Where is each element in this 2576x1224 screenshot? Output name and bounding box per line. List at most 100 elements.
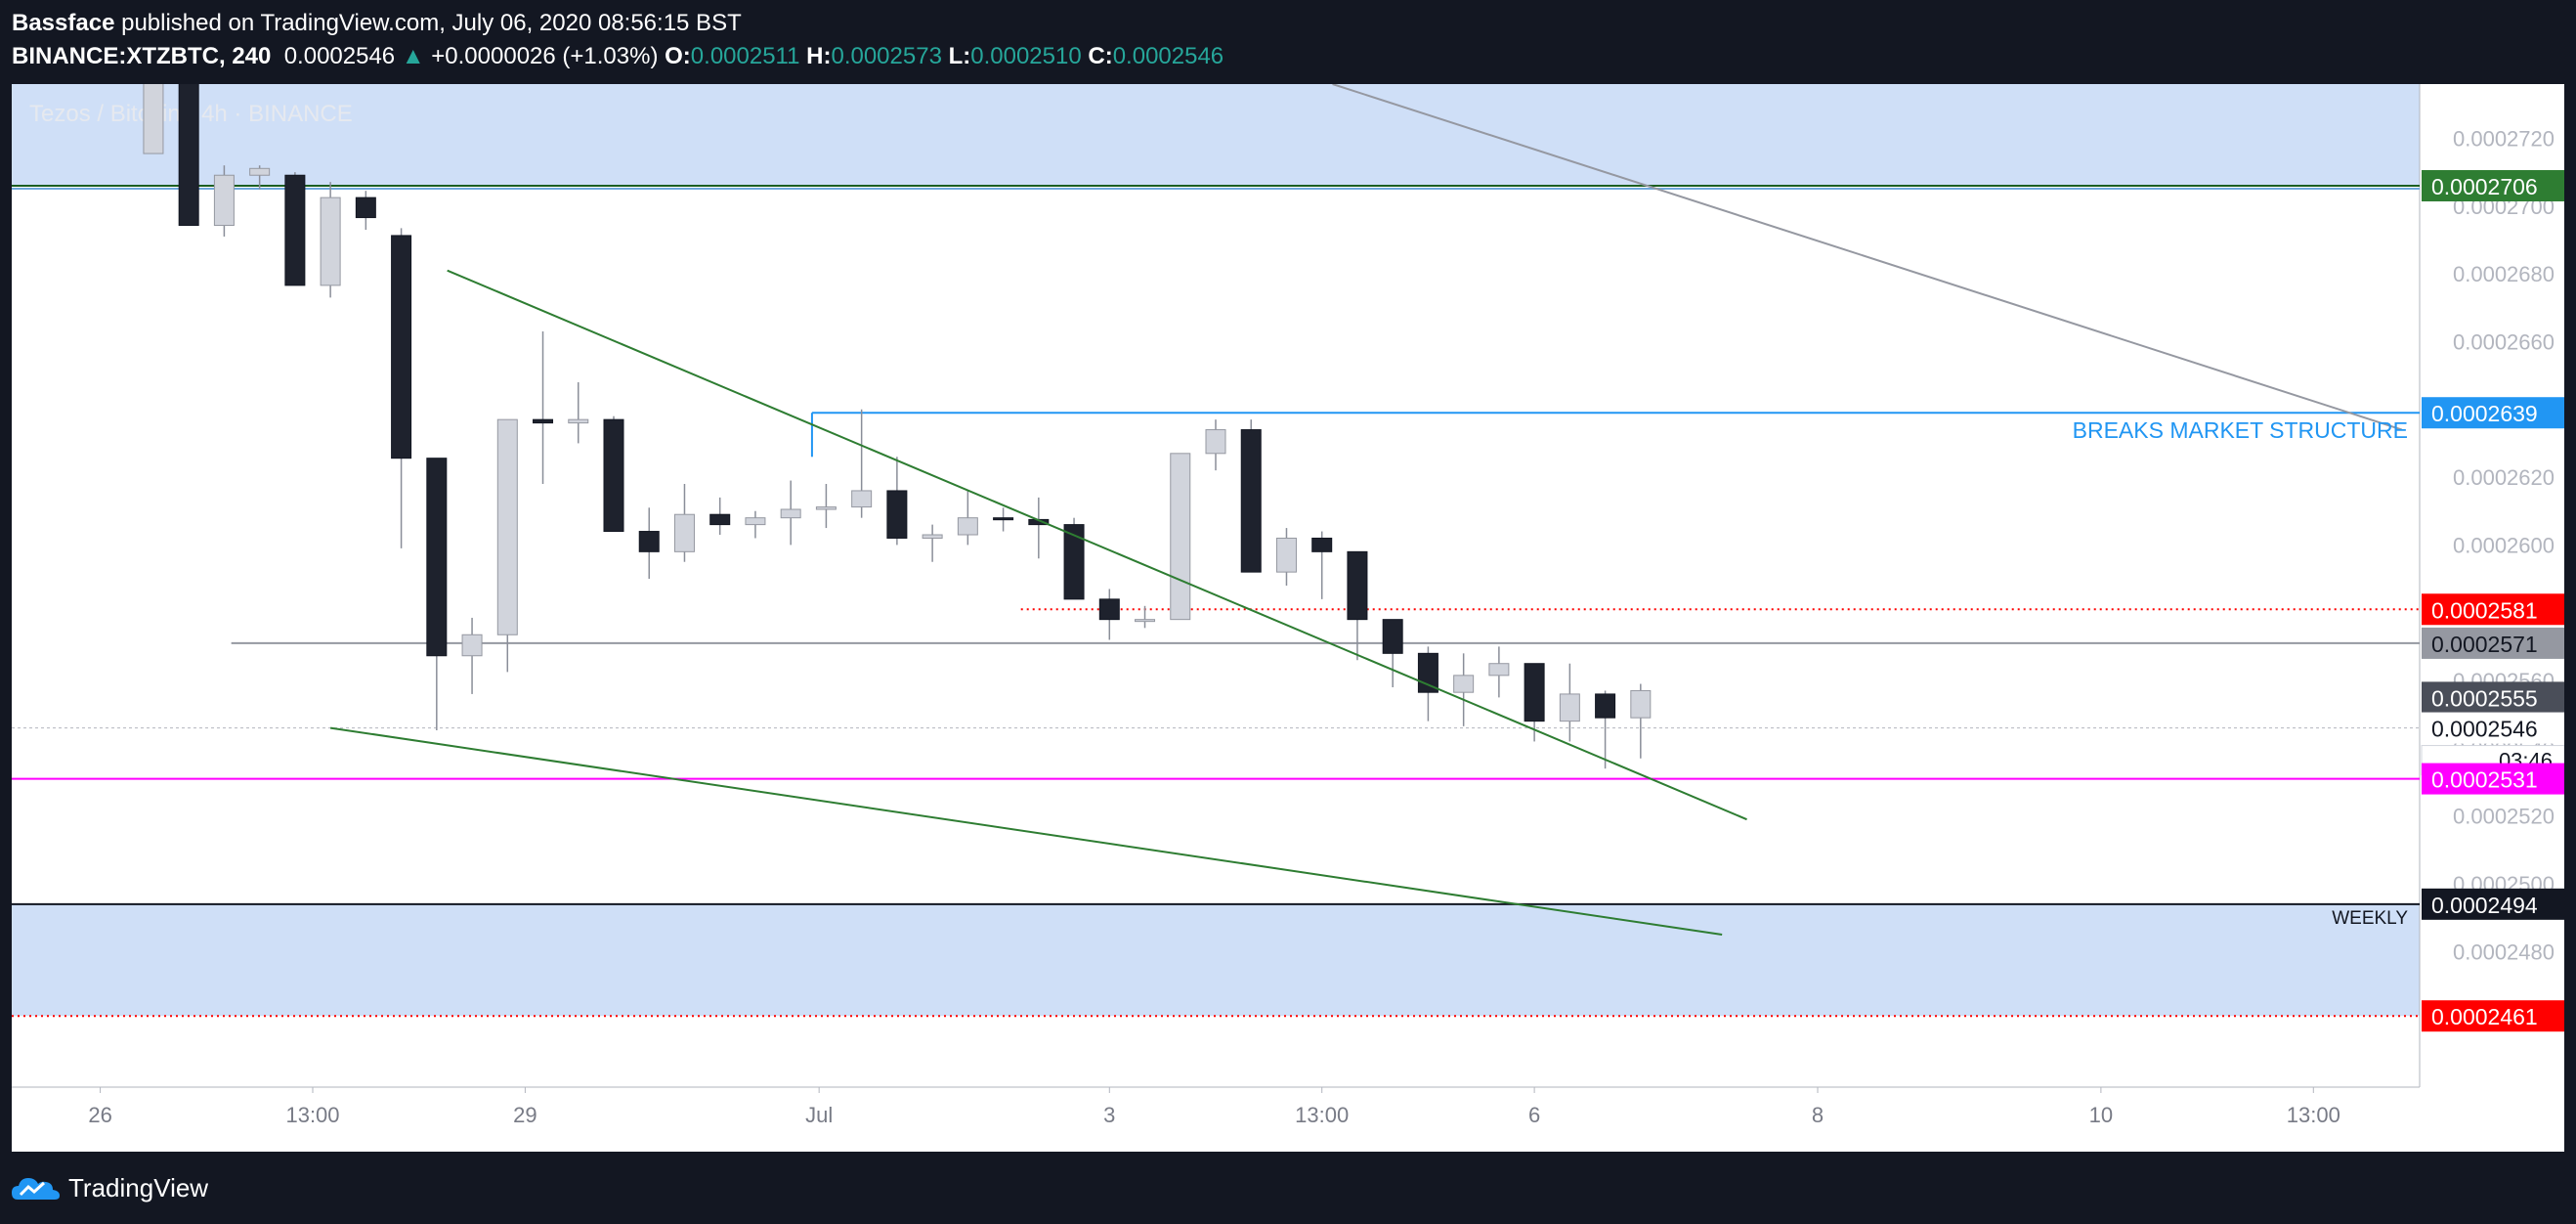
time-tick-label: Jul <box>805 1103 833 1127</box>
candle-bear[interactable] <box>638 531 660 552</box>
candle-bull[interactable] <box>922 534 943 539</box>
price-0002571-badge[interactable] <box>2422 627 2564 659</box>
price-change: +0.0000026 (+1.03%) <box>431 43 659 69</box>
price-0002546-badge-label: 0.0002546 <box>2431 717 2538 742</box>
time-tick-label: 3 <box>1103 1103 1115 1127</box>
price-0002494-badge-label: 0.0002494 <box>2431 893 2538 918</box>
candle-bull[interactable] <box>1170 453 1191 621</box>
price-0002461-badge[interactable] <box>2422 1000 2564 1032</box>
time-tick-label: 13:00 <box>285 1103 339 1127</box>
price-tick-label: 0.0002680 <box>2453 262 2555 286</box>
candle-bull[interactable] <box>957 517 978 536</box>
price-0002706-badge[interactable] <box>2422 169 2564 201</box>
brand-name: TradingView <box>68 1173 209 1202</box>
candle-bear[interactable] <box>355 197 376 219</box>
low-value: 0.0002510 <box>970 43 1082 69</box>
candle-bear[interactable] <box>1240 429 1262 573</box>
candle-bear[interactable] <box>284 174 306 286</box>
candle-bull[interactable] <box>320 197 341 286</box>
upper-trendline[interactable] <box>447 269 1747 821</box>
tradingview-cloud-icon <box>12 1177 60 1200</box>
price-0002706-badge-label: 0.0002706 <box>2431 174 2538 199</box>
open-value: 0.0002511 <box>690 43 800 69</box>
candle-bear[interactable] <box>1524 663 1545 722</box>
candle-bear[interactable] <box>1098 598 1120 621</box>
annotation-weekly[interactable]: WEEKLY <box>2332 908 2408 929</box>
high-label: H: <box>806 43 832 69</box>
time-tick-label: 6 <box>1528 1103 1540 1127</box>
price-tick-label: 0.0002720 <box>2453 126 2555 151</box>
candle-bull[interactable] <box>213 174 235 227</box>
candle-bull[interactable] <box>1275 537 1297 573</box>
candle-bull[interactable] <box>461 634 483 657</box>
candle-bull[interactable] <box>1630 689 1652 719</box>
demand-zone-lower[interactable] <box>12 903 2420 1017</box>
price-tick-label: 0.0002520 <box>2453 805 2555 829</box>
price-0002581-badge[interactable] <box>2422 593 2564 626</box>
candle-bear[interactable] <box>709 513 731 526</box>
candle-bull[interactable] <box>1135 619 1156 623</box>
author-name[interactable]: Bassface <box>12 10 115 36</box>
last-price: 0.0002546 <box>283 43 396 69</box>
time-tick-label: 13:00 <box>1295 1103 1349 1127</box>
close-label: C: <box>1088 43 1113 69</box>
price-0002546-badge[interactable] <box>2422 712 2564 744</box>
candle-bull[interactable] <box>143 84 164 154</box>
candle-bear[interactable] <box>1417 652 1438 693</box>
price-0002581-badge-label: 0.0002581 <box>2431 597 2538 623</box>
footer: TradingView <box>0 1152 2576 1224</box>
price-0002639-badge[interactable] <box>2422 397 2564 429</box>
candle-bull[interactable] <box>745 517 766 526</box>
candle-bear[interactable] <box>1595 693 1616 719</box>
candle-bear[interactable] <box>391 235 412 459</box>
candle-bull[interactable] <box>851 490 873 508</box>
candle-bear[interactable] <box>1347 550 1368 621</box>
tradingview-logo[interactable]: TradingView <box>12 1173 208 1203</box>
price-0002531-badge[interactable] <box>2422 763 2564 795</box>
candle-bull[interactable] <box>496 418 518 635</box>
price-0002531-badge-label: 0.0002531 <box>2431 767 2538 793</box>
candle-bull[interactable] <box>815 506 837 510</box>
price-0002555-badge[interactable] <box>2422 681 2564 714</box>
lower-trendline[interactable] <box>329 726 1723 937</box>
candle-bull[interactable] <box>1205 429 1226 455</box>
candle-bull[interactable] <box>1488 663 1510 677</box>
price-tick-label: 0.0002480 <box>2453 940 2555 964</box>
candle-bear[interactable] <box>603 418 624 533</box>
time-tick-label: 13:00 <box>2287 1103 2340 1127</box>
price-0002555-badge-label: 0.0002555 <box>2431 685 2538 711</box>
annotation-breaks-market-structure[interactable]: BREAKS MARKET STRUCTURE <box>2073 417 2408 443</box>
price-0002571-badge-label: 0.0002571 <box>2431 632 2538 657</box>
open-label: O: <box>665 43 691 69</box>
candle-bear[interactable] <box>178 84 199 227</box>
candle-bear[interactable] <box>993 517 1014 521</box>
demand-zone-upper[interactable] <box>12 84 2420 186</box>
candle-bull[interactable] <box>249 167 271 176</box>
long-trendline[interactable] <box>1332 84 2403 431</box>
candle-bear[interactable] <box>533 418 554 424</box>
candle-bull[interactable] <box>780 508 801 519</box>
candle-bear[interactable] <box>426 458 448 657</box>
time-tick-label: 26 <box>88 1103 111 1127</box>
price-0002461-badge-label: 0.0002461 <box>2431 1004 2538 1029</box>
publish-info: Bassface published on TradingView.com, J… <box>12 10 742 37</box>
change-up-icon: ▲ <box>401 43 425 69</box>
candle-bear[interactable] <box>886 490 908 539</box>
time-tick-label: 8 <box>1812 1103 1824 1127</box>
candle-bear[interactable] <box>1382 619 1403 654</box>
candle-bull[interactable] <box>1559 693 1580 722</box>
high-value: 0.0002573 <box>831 43 942 69</box>
candle-bull[interactable] <box>1453 675 1475 693</box>
candle-bear[interactable] <box>1311 537 1333 552</box>
time-tick-label: 10 <box>2089 1103 2113 1127</box>
close-value: 0.0002546 <box>1112 43 1224 69</box>
candle-bear[interactable] <box>1063 524 1085 600</box>
candle-bull[interactable] <box>568 418 589 424</box>
symbol-name[interactable]: BINANCE:XTZBTC, 240 <box>12 43 272 69</box>
candle-bull[interactable] <box>673 513 695 552</box>
price-0002494-badge[interactable] <box>2422 888 2564 920</box>
low-label: L: <box>948 43 971 69</box>
price-0002639-badge-label: 0.0002639 <box>2431 401 2538 426</box>
